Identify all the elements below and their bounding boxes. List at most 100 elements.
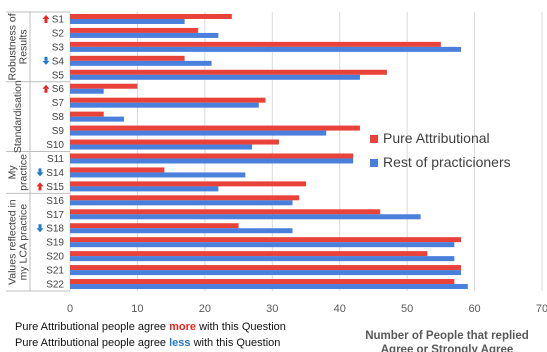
category-groups: Robustness of Results Standardisation My pra… bbox=[6, 11, 70, 292]
category-label-s3: S3 bbox=[52, 42, 65, 53]
bar-rest-of-practitioners-s19 bbox=[70, 242, 455, 248]
category-label-s11: S11 bbox=[47, 154, 64, 165]
legend: Pure Attributional Rest of practicioners bbox=[370, 130, 511, 170]
bar-pure-attributional-s14 bbox=[70, 167, 165, 173]
bar-pure-attributional-s6 bbox=[70, 83, 138, 89]
bar-rest-of-practitioners-s22 bbox=[70, 284, 468, 290]
bar-rest-of-practitioners-s6 bbox=[70, 88, 104, 94]
x-tick-label: 0 bbox=[67, 303, 73, 315]
bars bbox=[70, 13, 468, 290]
arrow-up-icon bbox=[42, 84, 50, 93]
bar-pure-attributional-s17 bbox=[70, 209, 381, 215]
bar-rest-of-practitioners-s10 bbox=[70, 144, 253, 150]
x-tick-label: 20 bbox=[199, 303, 211, 315]
group-label: Robustness of bbox=[7, 13, 19, 80]
category-labels: S1 S2 S3 S4 S5 S6 S7 S8 S9 S10 S11 S14 S15 S16 S17 S18 S… bbox=[36, 14, 65, 291]
group-label: My bbox=[7, 165, 19, 180]
arrow-up-icon bbox=[42, 14, 50, 23]
arrow-up-icon bbox=[36, 182, 44, 191]
x-axis-ticks: 0 10 20 30 40 50 60 70 bbox=[67, 303, 547, 315]
bar-pure-attributional-s10 bbox=[70, 139, 280, 145]
category-label-s4: S4 bbox=[52, 56, 65, 67]
x-tick-label: 50 bbox=[401, 303, 413, 315]
note-more-suffix: with this Question bbox=[196, 321, 286, 333]
x-axis-title-line-2: Agree or Strongly Agree bbox=[381, 344, 514, 352]
bar-rest-of-practitioners-s20 bbox=[70, 256, 455, 262]
category-label-s8: S8 bbox=[52, 112, 65, 123]
category-label-s16: S16 bbox=[46, 196, 64, 207]
x-tick-label: 10 bbox=[131, 303, 143, 315]
legend-swatch bbox=[370, 135, 378, 143]
note-more-prefix: Pure Attributional people agree bbox=[15, 321, 169, 333]
bar-rest-of-practitioners-s5 bbox=[70, 74, 360, 80]
category-label-s5: S5 bbox=[52, 70, 65, 81]
bar-pure-attributional-s19 bbox=[70, 237, 462, 243]
note-more: Pure Attributional people agree more wit… bbox=[15, 321, 286, 333]
category-label-s20: S20 bbox=[46, 252, 64, 263]
note-less-prefix: Pure Attributional people agree bbox=[15, 337, 169, 349]
category-label-s21: S21 bbox=[46, 266, 64, 277]
category-label-s17: S17 bbox=[46, 210, 64, 221]
bar-pure-attributional-s9 bbox=[70, 125, 360, 131]
bar-rest-of-practitioners-s8 bbox=[70, 116, 124, 122]
grid bbox=[69, 12, 543, 291]
bar-pure-attributional-s4 bbox=[70, 55, 185, 61]
group-label: practice bbox=[18, 154, 30, 191]
bar-pure-attributional-s20 bbox=[70, 251, 428, 257]
marker-notes: Pure Attributional people agree more wit… bbox=[15, 321, 286, 349]
bar-pure-attributional-s22 bbox=[70, 279, 455, 285]
category-label-s19: S19 bbox=[46, 238, 64, 249]
group-label: Results bbox=[18, 29, 30, 64]
bar-pure-attributional-s21 bbox=[70, 265, 462, 271]
note-less: Pure Attributional people agree less wit… bbox=[15, 337, 280, 349]
bar-rest-of-practitioners-s1 bbox=[70, 18, 185, 24]
bar-rest-of-practitioners-s4 bbox=[70, 60, 212, 66]
bar-rest-of-practitioners-s16 bbox=[70, 200, 293, 206]
x-tick-label: 70 bbox=[536, 303, 547, 315]
bar-rest-of-practitioners-s9 bbox=[70, 130, 327, 136]
category-label-s1: S1 bbox=[52, 14, 65, 25]
bar-rest-of-practitioners-s21 bbox=[70, 270, 462, 276]
category-label-s9: S9 bbox=[52, 126, 65, 137]
category-label-s6: S6 bbox=[52, 84, 65, 95]
bar-rest-of-practitioners-s3 bbox=[70, 46, 462, 52]
arrow-down-icon bbox=[42, 56, 50, 65]
bar-rest-of-practitioners-s17 bbox=[70, 214, 421, 220]
bar-rest-of-practitioners-s18 bbox=[70, 228, 293, 234]
category-label-s14: S14 bbox=[46, 168, 64, 179]
legend-label: Rest of practicioners bbox=[383, 154, 511, 170]
bar-pure-attributional-s5 bbox=[70, 69, 387, 75]
category-label-s10: S10 bbox=[46, 140, 64, 151]
bar-pure-attributional-s1 bbox=[70, 13, 232, 19]
bar-pure-attributional-s11 bbox=[70, 153, 354, 159]
group-label: my LCA practice bbox=[18, 204, 30, 281]
x-tick-label: 60 bbox=[468, 303, 480, 315]
legend-swatch bbox=[370, 159, 378, 167]
x-tick-label: 40 bbox=[334, 303, 346, 315]
bar-rest-of-practitioners-s2 bbox=[70, 32, 219, 38]
note-less-word: less bbox=[169, 337, 190, 349]
arrow-down-icon bbox=[36, 224, 44, 233]
category-label-s15: S15 bbox=[46, 182, 64, 193]
bar-pure-attributional-s16 bbox=[70, 195, 300, 201]
category-label-s18: S18 bbox=[46, 224, 64, 235]
bar-pure-attributional-s15 bbox=[70, 181, 306, 187]
note-more-word: more bbox=[169, 321, 196, 333]
arrow-down-icon bbox=[36, 168, 44, 177]
category-label-s22: S22 bbox=[46, 280, 64, 291]
group-label: Standardisation bbox=[12, 80, 24, 153]
bar-pure-attributional-s18 bbox=[70, 223, 239, 229]
x-axis-title-line-1: Number of People that replied bbox=[365, 330, 529, 342]
bar-pure-attributional-s7 bbox=[70, 97, 266, 103]
bar-pure-attributional-s8 bbox=[70, 111, 104, 117]
bar-rest-of-practitioners-s11 bbox=[70, 158, 354, 164]
bar-rest-of-practitioners-s15 bbox=[70, 186, 219, 192]
group-label: Values reflected in bbox=[7, 199, 19, 285]
x-axis-title: Number of People that replied Agree or S… bbox=[365, 330, 529, 352]
bar-pure-attributional-s2 bbox=[70, 27, 199, 33]
bar-pure-attributional-s3 bbox=[70, 41, 441, 47]
legend-label: Pure Attributional bbox=[383, 130, 490, 146]
category-label-s2: S2 bbox=[52, 28, 65, 39]
